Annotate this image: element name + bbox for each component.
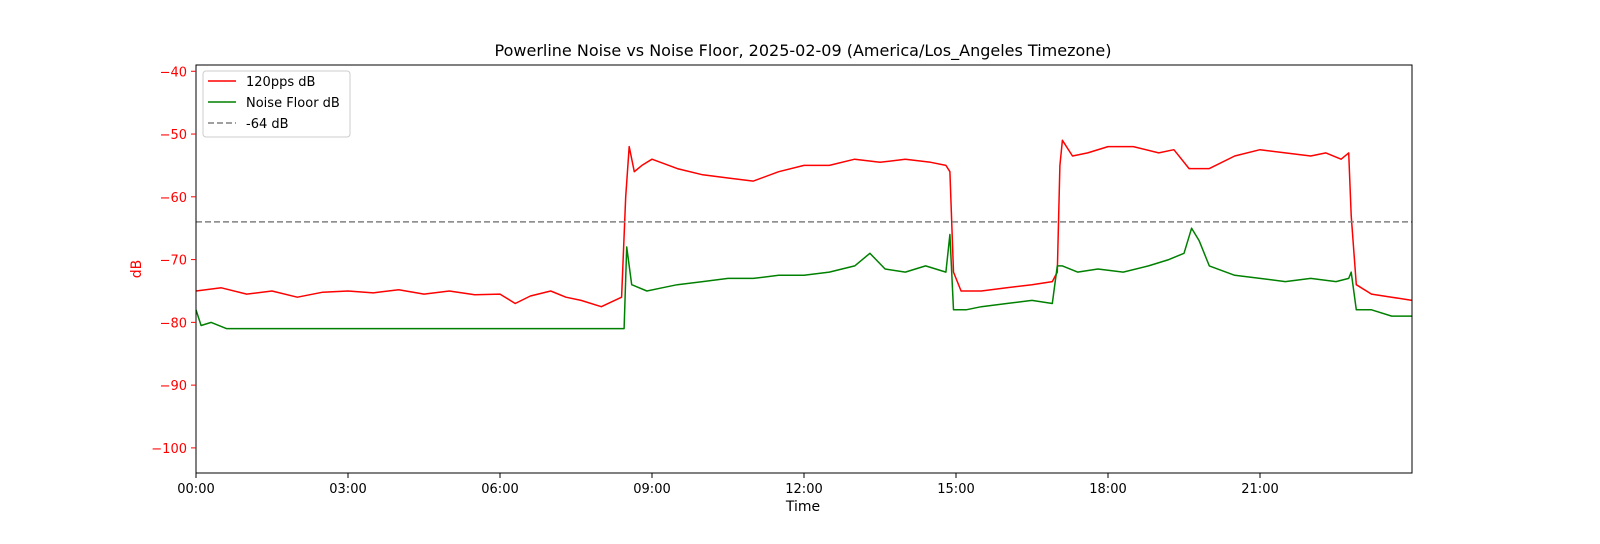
x-axis: 00:00 03:00 06:00 09:00 12:00 15:00 18:00 21:00 (177, 473, 1279, 497)
y-tick-label: −50 (160, 128, 187, 143)
y-tick-label: −90 (160, 379, 187, 394)
legend: 120pps dB Noise Floor dB -64 dB (202, 70, 351, 138)
y-tick-label: −40 (160, 65, 187, 80)
x-tick-label: 06:00 (481, 482, 518, 497)
y-tick-label: −60 (160, 191, 187, 206)
x-tick-label: 03:00 (329, 482, 366, 497)
legend-label-2: Noise Floor dB (246, 96, 340, 111)
x-tick-label: 18:00 (1089, 482, 1126, 497)
x-tick-label: 09:00 (633, 482, 670, 497)
plot-area-frame (195, 64, 1413, 474)
series-line-2 (195, 227, 1412, 330)
y-tick-label: −80 (160, 316, 187, 331)
legend-label-1: 120pps dB (246, 75, 315, 90)
series-line-1 (195, 139, 1413, 308)
legend-label-3: -64 dB (246, 117, 289, 132)
x-tick-label: 00:00 (177, 482, 214, 497)
x-tick-label: 12:00 (785, 482, 822, 497)
chart-title: Powerline Noise vs Noise Floor, 2025-02-… (495, 41, 1112, 61)
x-tick-label: 21:00 (1241, 482, 1278, 497)
y-axis-label: dB (129, 260, 145, 279)
legend-box (202, 70, 351, 138)
y-tick-label: −70 (160, 254, 187, 269)
x-tick-label: 15:00 (937, 482, 974, 497)
y-axis: −40 −50 −60 −70 −80 −90 −100 (151, 65, 196, 457)
x-axis-label: Time (785, 499, 820, 515)
series-layer (195, 139, 1413, 330)
y-tick-label: −100 (151, 442, 187, 457)
